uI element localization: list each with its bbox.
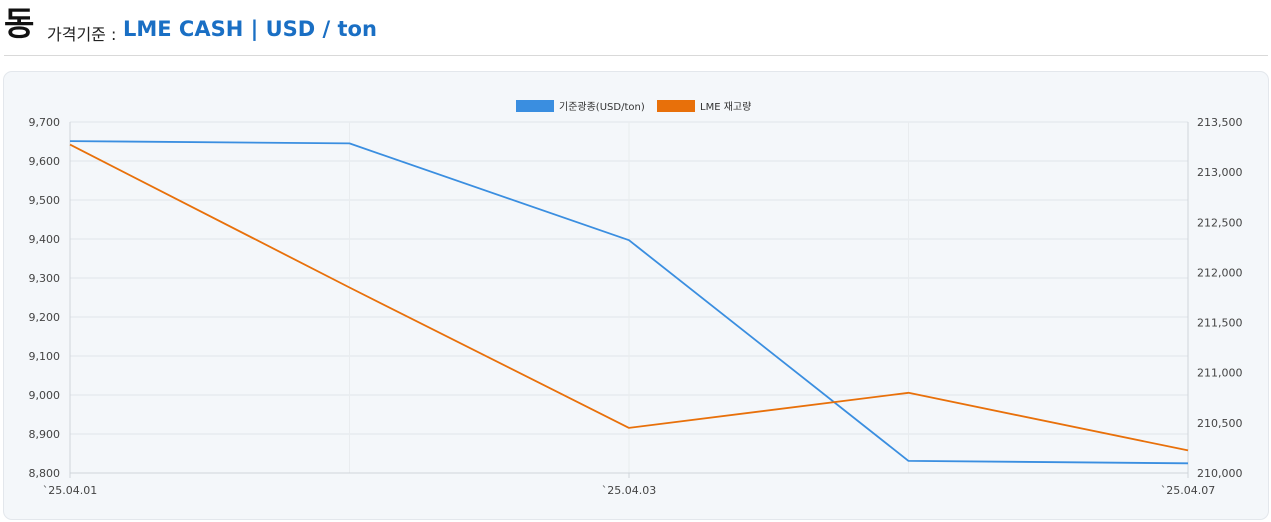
x-tick-label: `25.04.03 [602, 484, 656, 497]
gridlines [69, 121, 1189, 474]
legend-label: 기준광종(USD/ton) [559, 101, 645, 113]
y-right-tick-label: 212,000 [1197, 266, 1243, 279]
y-right-tick-label: 213,000 [1197, 166, 1243, 179]
chart-panel [3, 71, 1269, 520]
y-left-tick-label: 9,400 [29, 233, 61, 246]
stock-series-line [69, 143, 1189, 452]
y-left-tick-label: 9,300 [29, 272, 61, 285]
y-right-tick-label: 210,500 [1197, 417, 1243, 430]
axes: 9,700 9,600 9,500 9,400 9,300 9,200 9,100 9,000… [29, 116, 1243, 497]
series-lines [69, 140, 1189, 465]
y-left-tick-label: 8,800 [29, 467, 61, 480]
y-left-tick-label: 9,000 [29, 389, 61, 402]
page-header: 동 가격기준 : LME CASH | USD / ton [4, 0, 1268, 56]
legend-swatch [657, 100, 695, 112]
price-basis-value: LME CASH | USD / ton [123, 17, 377, 41]
legend-item-stock[interactable]: LME 재고량 [657, 100, 751, 113]
legend-swatch [516, 100, 554, 112]
y-left-tick-label: 9,700 [29, 116, 61, 129]
x-tick-label: `25.04.01 [43, 484, 97, 497]
price-series-line [69, 140, 1189, 465]
y-right-tick-label: 211,000 [1197, 367, 1243, 380]
y-left-tick-label: 9,600 [29, 155, 61, 168]
x-tick-label: `25.04.07 [1161, 484, 1215, 497]
y-left-tick-label: 9,200 [29, 311, 61, 324]
y-left-tick-label: 9,100 [29, 350, 61, 363]
metal-name: 동 [4, 4, 35, 43]
y-right-tick-label: 212,500 [1197, 216, 1243, 229]
y-left-tick-label: 8,900 [29, 428, 61, 441]
y-right-tick-label: 213,500 [1197, 116, 1243, 129]
legend-item-price[interactable]: 기준광종(USD/ton) [516, 100, 645, 113]
price-basis-label: 가격기준 : [47, 25, 117, 44]
y-right-tick-label: 210,000 [1197, 467, 1243, 480]
y-right-tick-label: 211,500 [1197, 317, 1243, 330]
y-left-tick-label: 9,500 [29, 194, 61, 207]
legend-label: LME 재고량 [700, 101, 751, 113]
legend[interactable]: 기준광종(USD/ton) LME 재고량 [516, 100, 751, 113]
